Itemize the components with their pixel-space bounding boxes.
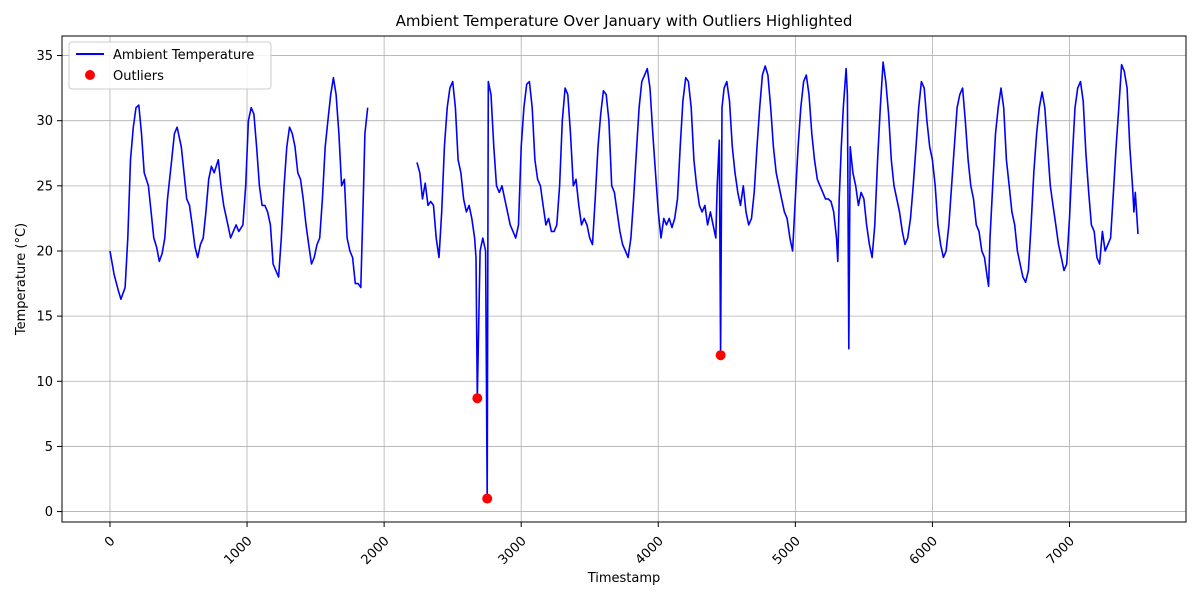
outlier-point [482,493,493,504]
outlier-layer [472,350,726,504]
legend-label-temperature: Ambient Temperature [113,48,254,63]
y-tick-label: 30 [36,114,53,129]
y-tick-label: 25 [36,179,53,194]
grid-layer [62,36,1186,522]
y-tick-label: 0 [45,505,53,520]
legend-label-outliers: Outliers [113,69,164,84]
legend-outlier-marker [85,70,95,80]
outlier-point [715,350,726,361]
legend: Ambient Temperature Outliers [68,41,272,90]
series-layer [109,61,1139,500]
chart-title: Ambient Temperature Over January with Ou… [396,12,853,30]
y-tick-label: 35 [36,49,53,64]
y-tick-label: 20 [36,244,53,259]
y-tick-label: 10 [36,375,53,390]
series-line-ambient-temperature [416,61,1139,500]
x-axis-label: Timestamp [587,571,661,586]
plot-frame [61,35,1187,523]
y-tick-label: 15 [36,310,53,325]
y-tick-label: 5 [45,440,53,455]
outlier-point [472,393,483,404]
legend-box [68,41,272,90]
y-axis-label: Temperature (°C) [14,223,29,336]
series-line-ambient-temperature [109,76,369,300]
